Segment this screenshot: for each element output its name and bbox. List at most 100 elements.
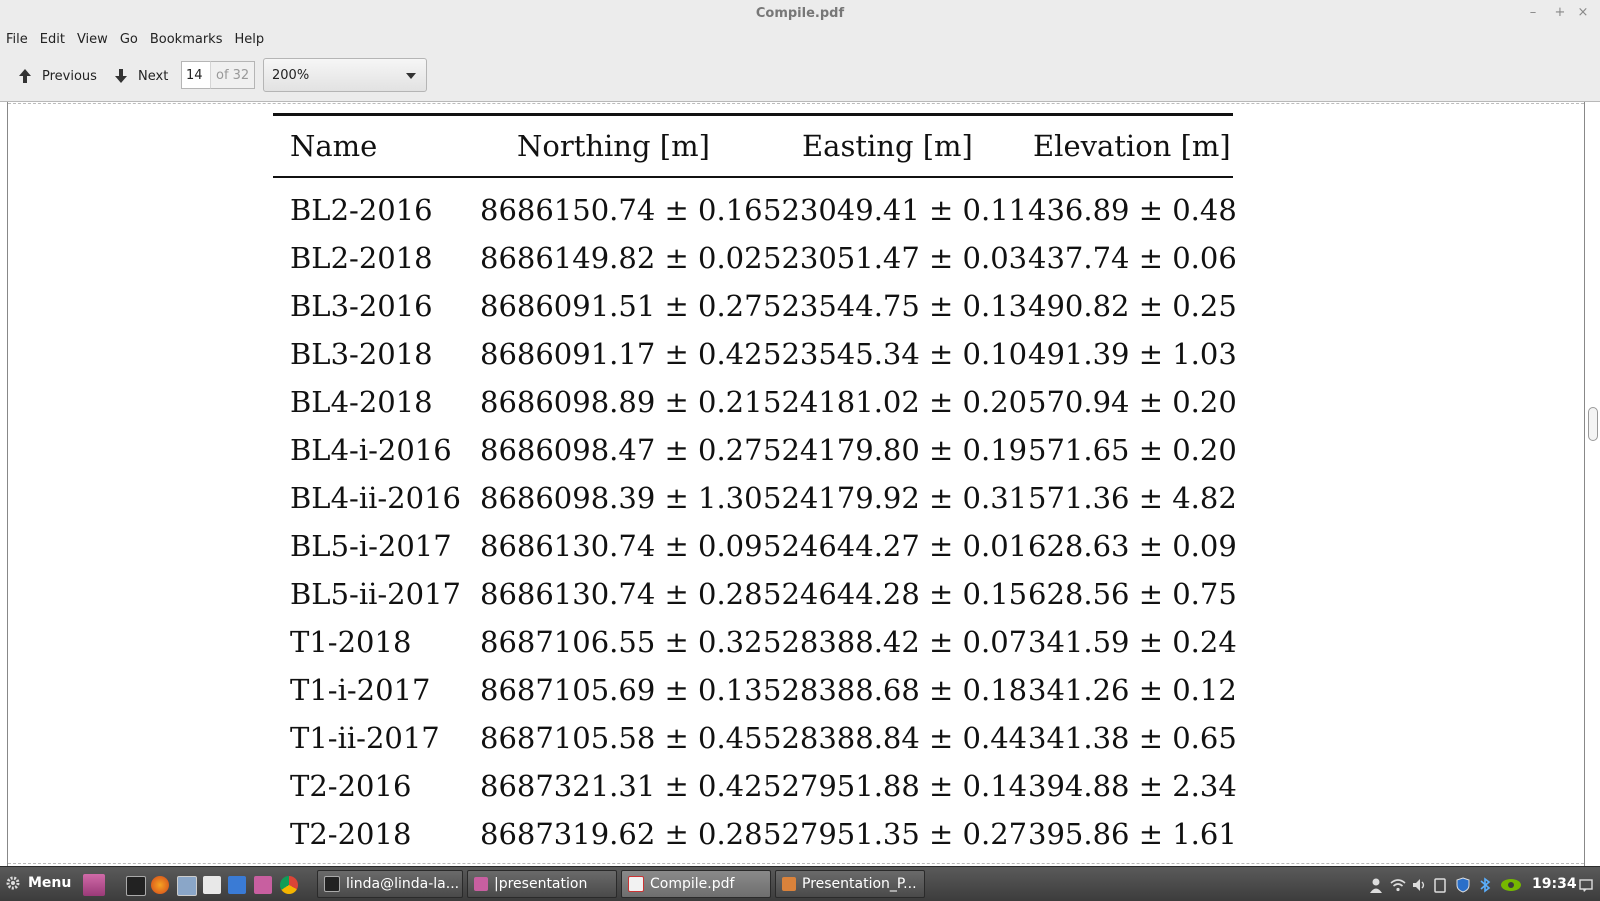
next-label: Next <box>138 68 169 84</box>
cell-name: T2-2018 <box>290 817 412 851</box>
header-easting: Easting [m] <box>802 129 973 163</box>
gear-icon <box>6 876 20 890</box>
header-elevation: Elevation [m] <box>1033 129 1231 163</box>
cell-name: T1-2018 <box>290 625 412 659</box>
cell-elevation: 490.82 ± 0.25 <box>1028 289 1237 323</box>
show-desktop-icon[interactable] <box>83 874 105 896</box>
cell-northing: 8687321.31 ± 0.42 <box>480 769 763 803</box>
volume-icon[interactable] <box>1411 877 1427 893</box>
cell-name: BL3-2018 <box>290 337 433 371</box>
page-number-input[interactable]: 14 <box>181 61 212 89</box>
cell-elevation: 628.56 ± 0.75 <box>1028 577 1237 611</box>
folder-icon <box>474 877 488 891</box>
arrow-down-icon <box>115 69 127 83</box>
task-label: Presentation_P... <box>802 876 917 892</box>
task-label: |presentation <box>494 876 588 892</box>
page-total: of 32 <box>210 61 255 89</box>
cell-name: T2-2016 <box>290 769 412 803</box>
table-row: T2-2018 8687319.62 ± 0.28 527951.35 ± 0.… <box>273 817 1237 865</box>
clock[interactable]: 19:34 <box>1532 876 1577 892</box>
tex-editor-icon[interactable] <box>203 876 221 894</box>
cell-name: T1-i-2017 <box>290 673 431 707</box>
table-row: T1-i-2017 8687105.69 ± 0.13 528388.68 ± … <box>273 673 1237 721</box>
menu-bookmarks[interactable]: Bookmarks <box>149 31 223 47</box>
start-menu-label: Menu <box>28 875 72 891</box>
cell-name: BL4-i-2016 <box>290 433 452 467</box>
minimize-button[interactable]: – <box>1529 5 1537 20</box>
table-row: BL2-2016 8686150.74 ± 0.16 523049.41 ± 0… <box>273 193 1237 241</box>
menu-help[interactable]: Help <box>234 31 265 47</box>
clipboard-icon[interactable] <box>1432 877 1448 893</box>
menu-go[interactable]: Go <box>119 31 138 47</box>
table-top-rule <box>273 113 1233 116</box>
menu-view[interactable]: View <box>76 31 108 47</box>
table-row: BL4-2018 8686098.89 ± 0.21 524181.02 ± 0… <box>273 385 1237 433</box>
table-row: BL5-i-2017 8686130.74 ± 0.09 524644.27 ±… <box>273 529 1237 577</box>
cell-easting: 524179.92 ± 0.31 <box>763 481 1028 515</box>
cell-easting: 523051.47 ± 0.03 <box>763 241 1028 275</box>
task-pdf-viewer[interactable]: Compile.pdf <box>621 870 771 898</box>
cell-northing: 8686130.74 ± 0.28 <box>480 577 763 611</box>
header-northing: Northing [m] <box>517 129 710 163</box>
page-right-edge <box>1584 102 1585 866</box>
cell-elevation: 437.74 ± 0.06 <box>1028 241 1237 275</box>
table-row: T1-ii-2017 8687105.58 ± 0.45 528388.84 ±… <box>273 721 1237 769</box>
cell-easting: 528388.68 ± 0.18 <box>763 673 1028 707</box>
cell-northing: 8686149.82 ± 0.02 <box>480 241 763 275</box>
zoom-select[interactable]: 200% <box>263 58 427 92</box>
previous-label: Previous <box>42 68 97 84</box>
firefox-icon[interactable] <box>151 876 169 894</box>
terminal-icon[interactable] <box>126 876 146 896</box>
cell-easting: 527951.35 ± 0.27 <box>763 817 1028 851</box>
cell-easting: 527951.88 ± 0.14 <box>763 769 1028 803</box>
cell-easting: 524644.27 ± 0.01 <box>763 529 1028 563</box>
cell-elevation: 570.94 ± 0.20 <box>1028 385 1237 419</box>
cell-elevation: 571.65 ± 0.20 <box>1028 433 1237 467</box>
table-header-rule <box>273 176 1233 178</box>
document-icon[interactable] <box>228 876 246 894</box>
folder-icon[interactable] <box>254 876 272 894</box>
screenshot-icon[interactable] <box>177 876 197 896</box>
task-label: Compile.pdf <box>650 876 735 892</box>
table-row: T2-2016 8687321.31 ± 0.42 527951.88 ± 0.… <box>273 769 1237 817</box>
window-title: Compile.pdf <box>755 6 845 21</box>
cell-name: T1-ii-2017 <box>290 721 440 755</box>
cell-elevation: 436.89 ± 0.48 <box>1028 193 1237 227</box>
cell-easting: 524644.28 ± 0.15 <box>763 577 1028 611</box>
menu-edit[interactable]: Edit <box>39 31 65 47</box>
cell-easting: 523545.34 ± 0.10 <box>763 337 1028 371</box>
task-file-manager[interactable]: |presentation <box>467 870 617 898</box>
next-button[interactable]: Next <box>114 63 168 89</box>
shield-icon[interactable] <box>1455 877 1471 893</box>
cell-name: BL4-2018 <box>290 385 433 419</box>
cell-elevation: 491.39 ± 1.03 <box>1028 337 1237 371</box>
document-viewport[interactable]: Name Northing [m] Easting [m] Elevation … <box>0 101 1600 866</box>
task-terminal[interactable]: linda@linda-la... <box>317 870 463 898</box>
cell-name: BL5-i-2017 <box>290 529 452 563</box>
task-presentation[interactable]: Presentation_P... <box>775 870 925 898</box>
cell-name: BL2-2016 <box>290 193 433 227</box>
previous-button[interactable]: Previous <box>18 63 97 89</box>
cell-easting: 523049.41 ± 0.11 <box>763 193 1028 227</box>
user-icon[interactable] <box>1368 877 1384 893</box>
maximize-button[interactable]: + <box>1554 5 1566 20</box>
table-row: BL4-ii-2016 8686098.39 ± 1.30 524179.92 … <box>273 481 1237 529</box>
cell-elevation: 571.36 ± 4.82 <box>1028 481 1237 515</box>
start-menu-button[interactable]: Menu <box>6 875 71 891</box>
bluetooth-icon[interactable] <box>1477 877 1493 893</box>
wifi-icon[interactable] <box>1390 877 1406 893</box>
cell-northing: 8687319.62 ± 0.28 <box>480 817 763 851</box>
nvidia-icon[interactable] <box>1500 877 1522 893</box>
menu-file[interactable]: File <box>6 31 28 47</box>
cell-elevation: 341.59 ± 0.24 <box>1028 625 1237 659</box>
scrollbar-thumb[interactable] <box>1588 407 1598 441</box>
cell-easting: 524181.02 ± 0.20 <box>763 385 1028 419</box>
chrome-icon[interactable] <box>280 876 298 894</box>
close-button[interactable]: × <box>1577 5 1589 20</box>
presentation-icon <box>782 877 796 891</box>
table-row: BL2-2018 8686149.82 ± 0.02 523051.47 ± 0… <box>273 241 1237 289</box>
cell-northing: 8687106.55 ± 0.32 <box>480 625 763 659</box>
notifications-icon[interactable] <box>1578 877 1594 893</box>
cell-elevation: 341.38 ± 0.65 <box>1028 721 1237 755</box>
cell-elevation: 394.88 ± 2.34 <box>1028 769 1237 803</box>
